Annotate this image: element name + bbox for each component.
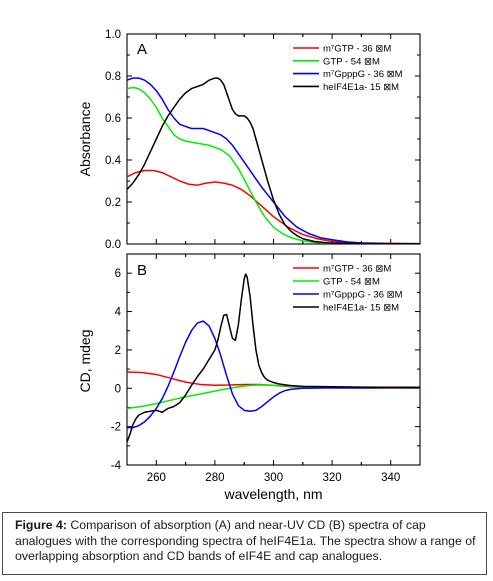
x-tick-label: 320 — [323, 472, 342, 484]
series-line — [127, 320, 420, 429]
legend-label: heIF4E1a- 15 ⊠M — [323, 303, 399, 314]
figure: 0.0 0.2 0.4 0.6 0.8 1.0 Absorbance A m⁷GTP - 36 … — [77, 29, 421, 502]
y-tick-label: 6 — [115, 268, 121, 280]
series-line — [127, 77, 420, 244]
legend-label: m⁷GTP - 36 ⊠M — [323, 44, 391, 55]
y-axis-label: CD, mdeg — [77, 329, 93, 392]
y-tick-label: 0.4 — [105, 155, 122, 167]
series-line — [127, 86, 420, 244]
y-tick-label: 0.6 — [105, 113, 121, 125]
series-line — [127, 273, 420, 443]
caption-text: Comparison of absorption (A) and near-UV… — [15, 518, 476, 563]
x-tick-label: 340 — [381, 472, 400, 484]
caption-label: Figure 4: — [15, 518, 67, 532]
x-tick-label: 280 — [205, 472, 224, 484]
legend-label: GTP - 54 ⊠M — [323, 56, 380, 67]
y-tick-label: -4 — [111, 460, 122, 472]
y-tick-label: 0 — [115, 383, 121, 395]
legend-label: m⁷GTP - 36 ⊠M — [323, 264, 391, 275]
panel-label: A — [137, 41, 147, 58]
y-axis-label: Absorbance — [77, 101, 93, 176]
panel-label: B — [137, 262, 147, 279]
y-tick-label: 4 — [115, 307, 122, 319]
panel-A: 0.0 0.2 0.4 0.6 0.8 1.0 Absorbance A m⁷GTP - 36 … — [77, 29, 421, 251]
series-line — [127, 77, 420, 244]
legend-label: heIF4E1a- 15 ⊠M — [323, 82, 399, 93]
series-line — [127, 169, 420, 244]
legend-label: GTP - 54 ⊠M — [323, 277, 380, 288]
y-tick-label: 0.8 — [105, 71, 121, 83]
x-axis-label: wavelength, nm — [223, 486, 322, 502]
y-tick-label: 2 — [115, 345, 121, 357]
y-tick-label: 1.0 — [105, 29, 121, 41]
y-tick-label: 0.0 — [105, 239, 121, 251]
y-tick-label: -2 — [111, 422, 121, 434]
x-tick-label: 300 — [264, 472, 283, 484]
figure-caption: Figure 4: Comparison of absorption (A) a… — [2, 512, 487, 575]
legend-label: m⁷GpppG - 36 ⊠M — [323, 69, 403, 80]
x-tick-label: 260 — [147, 472, 166, 484]
legend-label: m⁷GpppG - 36 ⊠M — [323, 290, 403, 301]
y-tick-label: 0.2 — [105, 197, 121, 209]
panel-B: -4 -2 0 2 4 6 260 280 300 320 340 CD, mdeg wavelengt… — [77, 253, 421, 502]
